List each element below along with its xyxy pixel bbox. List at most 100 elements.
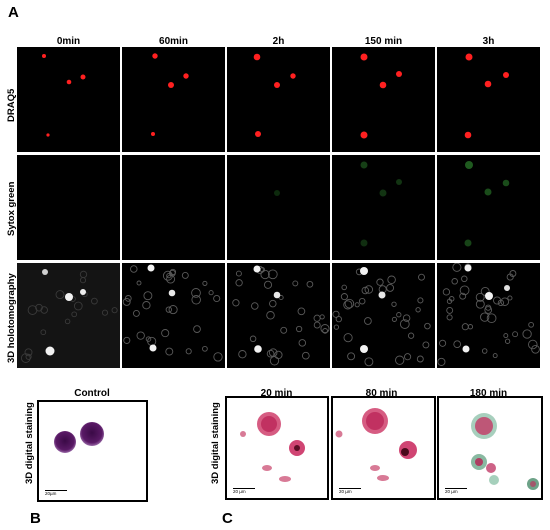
stained-cell	[262, 465, 272, 471]
dim-cell	[193, 325, 201, 333]
dim-cell	[295, 325, 303, 333]
dim-cell	[404, 353, 412, 361]
dim-cell	[165, 306, 172, 313]
dim-cell	[202, 280, 208, 286]
bright-cell	[464, 264, 472, 272]
dim-cell	[232, 299, 240, 307]
dim-cell	[509, 270, 517, 277]
stained-cell	[489, 475, 499, 485]
sytox-signal	[360, 239, 368, 247]
col-label-0min: 0min	[56, 36, 81, 47]
dim-cell	[132, 309, 140, 317]
dim-cell	[451, 278, 458, 285]
c-image-80min	[335, 408, 417, 481]
dim-cell	[169, 268, 177, 276]
dim-cell	[391, 316, 397, 322]
dim-cell	[235, 270, 242, 277]
nucleus	[274, 82, 280, 88]
dim-cell	[269, 356, 280, 366]
holo-tile-3h	[437, 263, 540, 368]
control-image	[54, 422, 104, 453]
dim-cell	[213, 294, 221, 303]
scale-bar-80min: 20 µm	[339, 487, 361, 494]
scale-bar-label: 20 µm	[233, 489, 246, 494]
dim-cell	[528, 339, 538, 350]
dim-cell	[343, 333, 353, 343]
nucleus	[503, 72, 509, 78]
dim-cell	[361, 286, 370, 295]
control-cell	[54, 431, 76, 453]
dim-cell	[191, 288, 201, 298]
dim-cell	[446, 306, 454, 314]
col-label-80min: 80 min	[365, 388, 398, 399]
c-frame-180min: 20 µm	[437, 396, 543, 500]
nucleus	[255, 131, 261, 137]
dim-cell	[122, 297, 131, 306]
scale-bar-label: 20µm	[45, 491, 57, 496]
dim-cell	[364, 317, 372, 325]
stained-cell	[475, 458, 483, 466]
sytox-image-2h	[274, 190, 280, 196]
row-label-sytox: Sytox green	[6, 181, 17, 236]
dim-cell	[73, 301, 83, 311]
dim-cell	[269, 299, 277, 308]
bright-cell	[462, 345, 470, 353]
stained-cell	[335, 430, 343, 438]
dim-cell	[251, 302, 259, 310]
dim-cell	[395, 355, 405, 365]
nucleus	[168, 82, 174, 88]
dim-cell	[475, 292, 485, 302]
sytox-image-60min	[122, 155, 225, 260]
nucleus	[360, 131, 368, 139]
dim-cell	[512, 331, 519, 338]
dim-cell	[313, 314, 321, 322]
dim-cell	[24, 348, 33, 357]
bright-cell	[360, 267, 368, 275]
draq5-tile-60min	[122, 47, 225, 152]
dim-cell	[442, 288, 451, 296]
nucleus	[80, 74, 86, 80]
stained-cell	[401, 448, 409, 456]
dim-cell	[461, 275, 468, 283]
col-label-20min: 20 min	[260, 388, 293, 399]
stained-cell	[366, 412, 384, 430]
dim-cell	[461, 323, 469, 331]
scale-bar-line	[233, 487, 255, 489]
dim-cell	[263, 280, 273, 289]
col-label-150min: 150 min	[364, 36, 403, 47]
dim-cell	[446, 314, 453, 321]
dim-cell	[260, 269, 270, 280]
dim-cell	[417, 297, 424, 304]
col-label-180min: 180 min	[469, 388, 508, 399]
dim-cell	[320, 324, 330, 334]
stained-cell	[261, 416, 277, 432]
holo-tile-60min	[122, 263, 225, 368]
dim-cell	[492, 353, 498, 359]
dim-cell	[79, 277, 87, 284]
holo-tile-150min	[332, 263, 435, 368]
dim-cell	[376, 278, 384, 286]
dim-cell	[168, 305, 178, 315]
dim-cell	[267, 269, 278, 280]
draq5-image-150min	[360, 53, 402, 139]
sytox-tile-60min	[122, 155, 225, 260]
bright-cell	[254, 345, 262, 353]
dim-cell	[64, 318, 71, 325]
holo-image-2h	[232, 265, 330, 366]
dim-cell	[531, 344, 540, 354]
nucleus	[152, 53, 158, 59]
dim-cell	[297, 307, 306, 316]
c-frame-80min: 20 µm	[331, 396, 436, 500]
dim-cell	[364, 285, 374, 294]
nucleus	[290, 73, 296, 79]
dim-cell	[399, 319, 410, 329]
dim-cell	[475, 299, 485, 309]
nucleus	[465, 53, 473, 61]
dim-cell	[40, 329, 47, 336]
sytox-tile-0min	[17, 155, 120, 260]
nucleus	[42, 54, 46, 58]
dim-cell	[402, 314, 411, 322]
col-label-60min: 60min	[159, 36, 188, 47]
holo-tile-2h	[227, 263, 330, 368]
dim-cell	[422, 341, 430, 349]
